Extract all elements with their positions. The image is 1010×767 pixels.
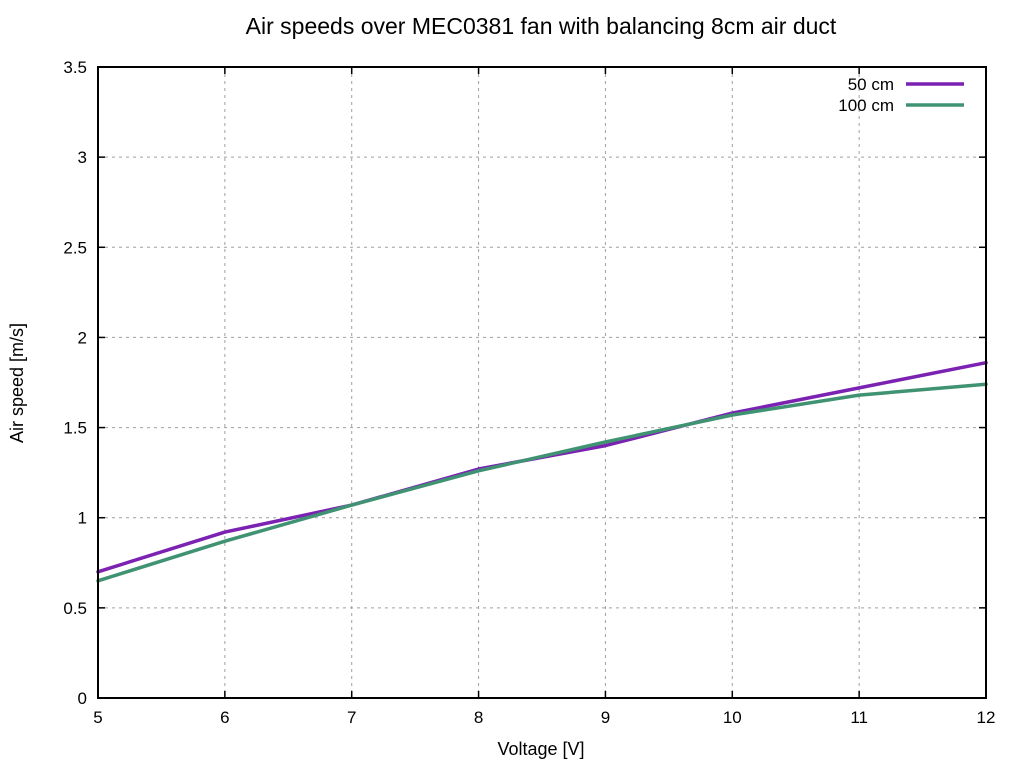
y-tick-label: 1 <box>78 509 87 528</box>
y-tick-label: 1.5 <box>63 419 87 438</box>
chart-title: Air speeds over MEC0381 fan with balanci… <box>246 13 837 39</box>
y-tick-label: 0.5 <box>63 599 87 618</box>
y-axis-label: Air speed [m/s] <box>7 323 27 443</box>
x-tick-label: 10 <box>723 708 742 727</box>
y-tick-label: 2.5 <box>63 238 87 257</box>
legend: 50 cm 100 cm <box>838 75 964 115</box>
y-tick-label: 3 <box>78 148 87 167</box>
y-tick-label: 3.5 <box>63 58 87 77</box>
series-line-2 <box>96 382 988 583</box>
x-tick-label: 11 <box>850 708 868 727</box>
series <box>96 360 988 583</box>
x-tick-label: 5 <box>93 708 102 727</box>
y-tick-label: 2 <box>78 328 87 347</box>
plot-area-frame <box>97 66 987 699</box>
x-tick-label: 8 <box>474 708 483 727</box>
legend-label-2: 100 cm <box>838 96 894 115</box>
x-tick-label: 6 <box>220 708 229 727</box>
x-tick-label: 9 <box>601 708 610 727</box>
legend-label-1: 50 cm <box>848 75 894 94</box>
x-tick-label: 7 <box>347 708 356 727</box>
x-axis-label: Voltage [V] <box>497 739 584 759</box>
grid <box>98 67 986 698</box>
ticks: 5 6 7 8 9 10 11 12 0 0.5 1 1.5 2 2.5 3 3.5 <box>63 58 995 727</box>
x-tick-label: 12 <box>977 708 996 727</box>
y-tick-label: 0 <box>78 689 87 708</box>
